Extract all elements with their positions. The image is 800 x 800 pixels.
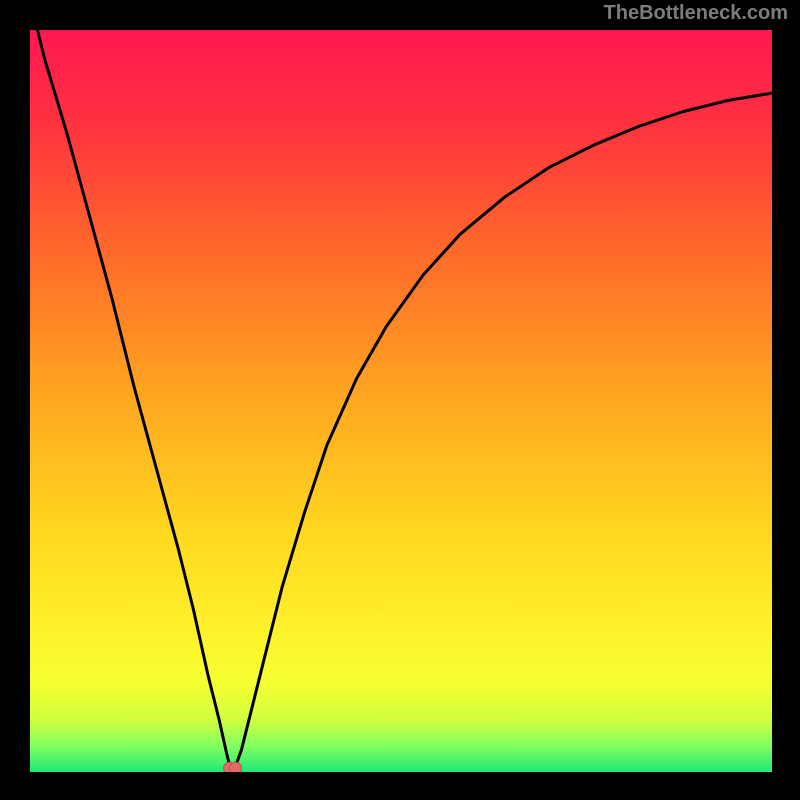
bottleneck-curve-chart [30, 30, 772, 772]
chart-plot-area [30, 30, 772, 772]
chart-background [30, 30, 772, 772]
outer-frame: TheBottleneck.com [0, 0, 800, 800]
watermark-label: TheBottleneck.com [604, 2, 788, 25]
optimal-point-marker [230, 762, 242, 772]
